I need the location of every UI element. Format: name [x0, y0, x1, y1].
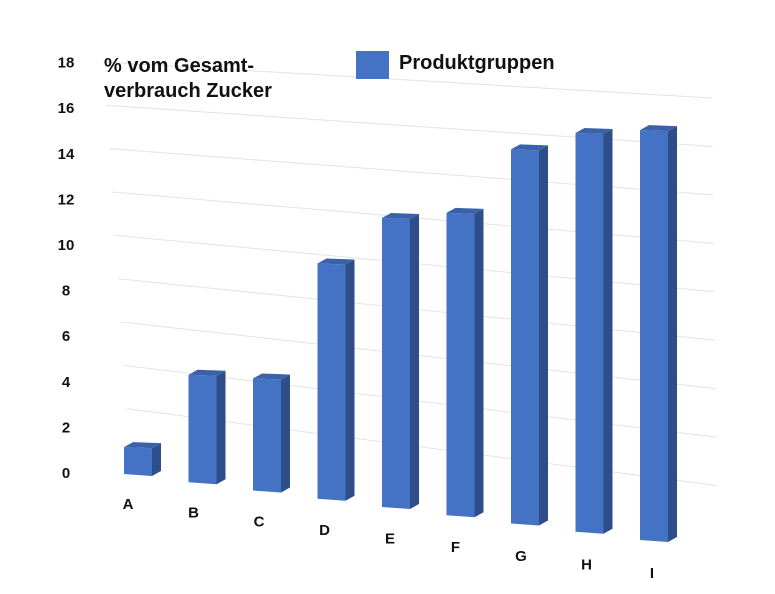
x-category-label: G	[515, 548, 527, 565]
bar-top-E	[382, 213, 419, 220]
y-tick-label: 0	[62, 465, 70, 482]
y-tick-label: 12	[58, 191, 75, 208]
bar-B	[188, 374, 217, 485]
y-tick-label: 8	[62, 283, 70, 300]
x-category-label: I	[650, 565, 654, 582]
bar-I	[640, 130, 668, 542]
y-axis-label-line-2: verbrauch Zucker	[104, 80, 272, 102]
bar-side-B	[216, 370, 226, 485]
y-tick-label: 18	[58, 55, 75, 72]
bar-side-I	[668, 126, 677, 542]
bars	[124, 125, 677, 542]
bar-top-D	[317, 258, 355, 265]
y-tick-label: 10	[58, 237, 75, 254]
gridline	[102, 61, 713, 99]
bar-D	[317, 263, 346, 501]
x-category-label: E	[385, 531, 395, 548]
legend: Produktgruppen	[356, 51, 555, 79]
bar-side-C	[281, 374, 290, 493]
bar-H	[575, 133, 604, 534]
bar-side-A	[152, 443, 161, 476]
bar-top-H	[575, 128, 613, 135]
x-category-label: A	[123, 496, 134, 513]
bar-top-F	[446, 207, 484, 214]
bar-top-C	[253, 373, 290, 380]
y-tick-label: 6	[62, 328, 70, 345]
bar-F	[446, 212, 475, 518]
bar-C	[253, 378, 281, 493]
y-tick-label: 16	[58, 100, 75, 117]
x-axis-categories: A B C D E F G H I	[123, 496, 655, 582]
bar-side-H	[603, 129, 613, 534]
bar-side-D	[345, 259, 355, 501]
bar-side-F	[474, 208, 484, 518]
x-category-label: B	[188, 505, 199, 522]
bar-G	[511, 149, 539, 526]
x-category-label: F	[451, 539, 460, 556]
gridline	[105, 104, 713, 147]
bar-top-A	[124, 442, 161, 449]
y-axis-ticks: 0 2 4 6 8 10 12 14 16 18	[58, 55, 75, 482]
y-axis-label-line-1: % vom Gesamt-	[104, 55, 254, 77]
bar-side-E	[410, 214, 419, 510]
y-tick-label: 14	[58, 146, 75, 163]
y-tick-label: 2	[62, 419, 70, 436]
x-category-label: C	[254, 513, 265, 530]
bar-side-G	[539, 145, 548, 526]
legend-label: Produktgruppen	[399, 52, 555, 74]
gridline	[108, 148, 714, 196]
legend-swatch	[356, 51, 389, 79]
x-category-label: D	[319, 522, 330, 539]
y-tick-label: 4	[62, 374, 71, 391]
x-category-label: H	[581, 556, 592, 573]
bar-top-B	[188, 369, 226, 376]
bar-A	[124, 447, 152, 476]
bar-top-I	[640, 125, 677, 132]
bar-E	[382, 218, 410, 510]
bar-top-G	[511, 144, 548, 151]
